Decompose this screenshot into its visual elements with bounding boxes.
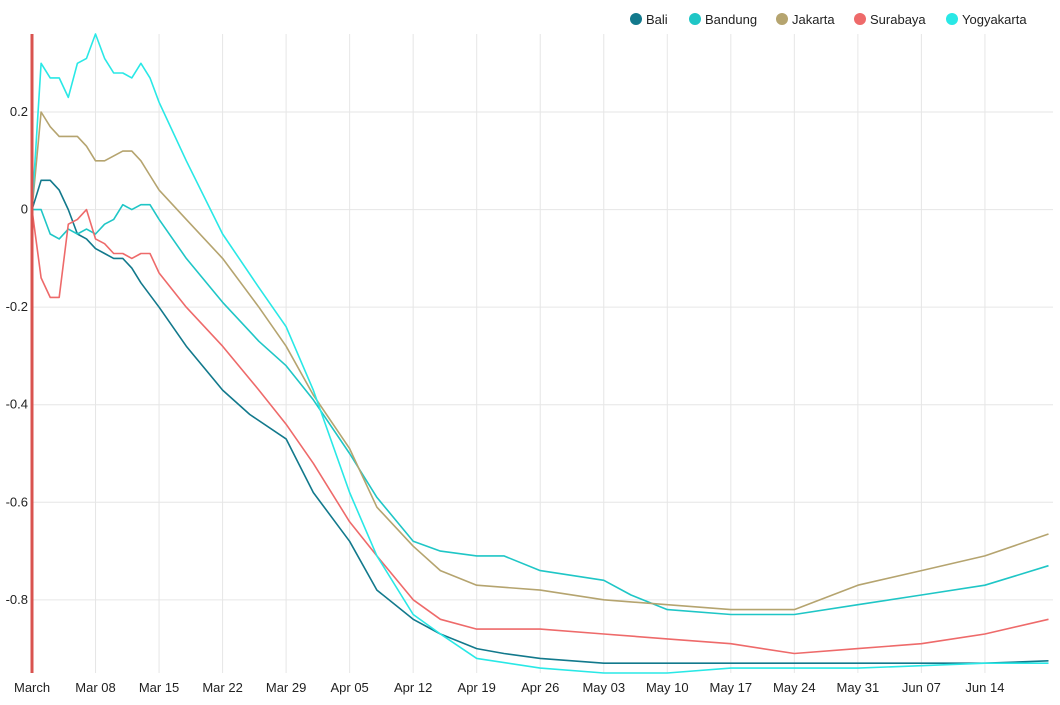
- x-axis-ticks: March Mar 08 Mar 15 Mar 22 Mar 29 Apr 05 Apr 1…: [14, 680, 1004, 695]
- legend-item-jakarta[interactable]: Jakarta: [776, 12, 835, 27]
- x-tick-label: Jun 07: [902, 680, 941, 695]
- x-tick-label: May 24: [773, 680, 816, 695]
- x-tick-label: Apr 12: [394, 680, 432, 695]
- x-tick-label: Mar 29: [266, 680, 306, 695]
- x-tick-label: March: [14, 680, 50, 695]
- legend-swatch: [854, 13, 866, 25]
- legend-label: Bali: [646, 12, 668, 27]
- legend-item-bali[interactable]: Bali: [630, 12, 668, 27]
- x-tick-label: Apr 19: [458, 680, 496, 695]
- y-tick-label: 0.2: [10, 104, 28, 119]
- x-tick-label: Apr 05: [330, 680, 368, 695]
- x-tick-label: Jun 14: [965, 680, 1004, 695]
- y-tick-label: 0: [21, 202, 28, 217]
- x-tick-label: May 17: [709, 680, 752, 695]
- series-line-bandung[interactable]: [32, 203, 1049, 616]
- series-line-bali[interactable]: [31, 179, 1049, 665]
- legend-item-bandung[interactable]: Bandung: [689, 12, 757, 27]
- x-tick-label: May 31: [837, 680, 880, 695]
- x-tick-label: May 03: [582, 680, 625, 695]
- legend-item-surabaya[interactable]: Surabaya: [854, 12, 926, 27]
- series-line-surabaya[interactable]: [31, 208, 1049, 655]
- legend-swatch: [689, 13, 701, 25]
- legend-swatch: [776, 13, 788, 25]
- legend-label: Surabaya: [870, 12, 926, 27]
- y-tick-label: -0.4: [6, 397, 28, 412]
- series-lines: [31, 33, 1049, 674]
- legend-swatch: [630, 13, 642, 25]
- series-line-yogyakarta[interactable]: [31, 33, 1049, 674]
- legend-label: Bandung: [705, 12, 757, 27]
- y-tick-label: -0.6: [6, 494, 28, 509]
- legend-label: Yogyakarta: [962, 12, 1027, 27]
- legend-label: Jakarta: [792, 12, 835, 27]
- y-tick-label: -0.2: [6, 299, 28, 314]
- legend-item-yogyakarta[interactable]: Yogyakarta: [946, 12, 1027, 27]
- x-tick-label: Mar 22: [202, 680, 242, 695]
- x-tick-label: Mar 08: [75, 680, 115, 695]
- x-tick-label: Apr 26: [521, 680, 559, 695]
- legend-swatch: [946, 13, 958, 25]
- y-tick-label: -0.8: [6, 592, 28, 607]
- legend[interactable]: Bali Bandung Jakarta Surabaya Yogyakarta: [630, 12, 1027, 27]
- series-line-jakarta[interactable]: [31, 111, 1049, 611]
- y-axis-ticks: 0.2 0 -0.2 -0.4 -0.6 -0.8: [6, 104, 28, 607]
- grid: [31, 34, 1053, 673]
- x-tick-label: Mar 15: [139, 680, 179, 695]
- x-tick-label: May 10: [646, 680, 689, 695]
